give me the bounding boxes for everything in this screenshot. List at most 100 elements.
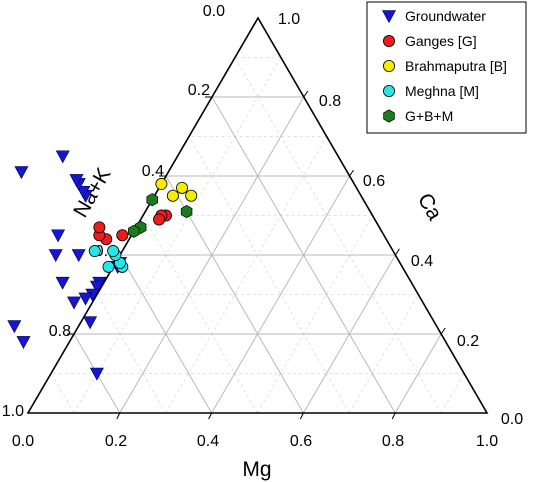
legend-item: Ganges [G] (382, 33, 477, 49)
data-point (71, 249, 86, 263)
right-tick-label: 0.0 (501, 411, 523, 428)
right-tick-label: 0.8 (319, 93, 341, 110)
grid-line-na-k (50, 373, 75, 414)
legend-label: Ganges [G] (405, 33, 477, 49)
right-tick-label: 0.4 (411, 253, 433, 270)
data-points (7, 150, 198, 381)
grid-line-ca (165, 136, 328, 414)
data-point (55, 276, 70, 290)
right-tick (440, 327, 446, 335)
left-tick-label: 1.0 (2, 403, 24, 420)
data-point (67, 296, 82, 310)
legend-marker-gbm (383, 109, 395, 123)
left-tick-label: 0.0 (203, 3, 225, 20)
right-axis-title: Ca (413, 189, 447, 224)
legend-marker-ganges (382, 35, 395, 48)
legend-marker-brahmaputra (382, 60, 395, 73)
data-point (153, 213, 166, 226)
bottom-tick-labels: 0.0 0.2 0.4 0.6 0.8 1.0 (12, 433, 498, 450)
grid-line-ca (257, 215, 373, 414)
legend-marker-shape (382, 60, 395, 73)
data-point (116, 229, 129, 242)
grid-line-na-k (142, 215, 258, 414)
data-point (51, 229, 66, 243)
left-axis-title: Na+K (69, 164, 115, 222)
series-brahmaputra-b (155, 177, 198, 202)
data-point (185, 189, 198, 202)
grid-line-na-k (119, 254, 213, 414)
legend-label: Meghna [M] (405, 83, 479, 99)
right-tick (394, 248, 400, 256)
series-meghna-m (88, 245, 129, 273)
bottom-tick-label: 1.0 (476, 433, 498, 450)
grid-line-ca (348, 294, 419, 414)
legend-label: Groundwater (405, 8, 486, 24)
data-point (48, 249, 63, 263)
bottom-tick-label: 0.8 (382, 433, 404, 450)
legend-label: G+B+M (405, 108, 453, 124)
data-point (93, 221, 106, 234)
data-point (128, 224, 140, 238)
grid-line-na-k (96, 294, 167, 414)
plot-frame (26, 16, 489, 414)
data-point (180, 204, 193, 219)
bottom-tick (208, 412, 213, 420)
bottom-tick-label: 0.6 (290, 433, 312, 450)
series-groundwater (7, 150, 127, 381)
legend-marker-shape (383, 109, 395, 123)
legend-marker-meghna (382, 85, 395, 98)
right-tick (349, 169, 355, 177)
data-point (69, 174, 84, 188)
legend-item: Groundwater (381, 8, 486, 24)
left-tick-label: 0.4 (142, 163, 164, 180)
data-point (90, 280, 105, 294)
bottom-tick-label: 0.2 (105, 433, 127, 450)
right-tick-labels: 1.0 0.8 0.6 0.4 0.2 0.0 (278, 11, 523, 428)
series-g-b-m (128, 193, 193, 238)
left-tick-label: 0.8 (49, 323, 71, 340)
legend-item: Brahmaputra [B] (382, 58, 507, 74)
bottom-axis-title: Mg (242, 458, 271, 481)
bottom-tick (391, 412, 396, 420)
data-point (107, 245, 120, 258)
data-point (88, 245, 101, 258)
minor-gridlines (50, 57, 465, 414)
right-tick-label: 0.6 (363, 173, 385, 190)
data-point (155, 177, 168, 190)
data-point (89, 367, 104, 381)
data-point (14, 166, 29, 180)
legend-item: G+B+M (383, 108, 453, 124)
legend-label: Brahmaputra [B] (405, 58, 507, 74)
legend-marker-shape (382, 35, 395, 48)
data-point (146, 193, 158, 207)
legend: Groundwater Ganges [G] Brahmaputra [B] M… (366, 1, 527, 134)
right-tick-label: 1.0 (278, 11, 300, 28)
grid-line-na-k (234, 57, 442, 414)
bottom-tick-label: 0.0 (12, 433, 34, 450)
data-point (55, 150, 70, 164)
major-gridlines (73, 96, 442, 414)
series-ganges-g (93, 209, 172, 246)
grid-line-ca (302, 254, 396, 414)
grid-line-ca (394, 333, 442, 414)
right-tick (303, 90, 309, 98)
grid-line-ca (440, 373, 465, 414)
legend-marker-shape (381, 10, 397, 24)
grid-line-ca (73, 57, 282, 414)
legend-marker-groundwater (381, 10, 397, 24)
data-point (7, 320, 22, 334)
data-point (16, 336, 31, 350)
data-point (78, 292, 93, 306)
data-point (76, 186, 91, 199)
legend-item: Meghna [M] (382, 83, 479, 99)
grid-line-na-k (188, 136, 350, 414)
data-point (83, 316, 98, 330)
right-tick-label: 0.2 (457, 333, 479, 350)
data-point (176, 181, 189, 194)
data-point (102, 260, 115, 273)
left-tick-label: 0.2 (188, 82, 210, 99)
data-point (166, 189, 179, 202)
legend-box (366, 1, 527, 134)
bottom-tick (116, 412, 121, 420)
